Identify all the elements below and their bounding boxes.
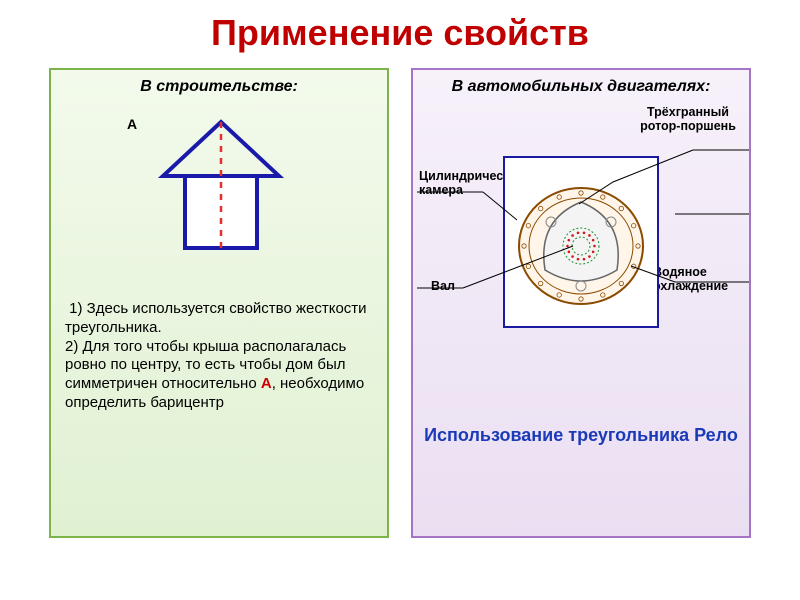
engine-box xyxy=(503,156,659,328)
callout-rotor: Трёхгранный ротор-поршень xyxy=(633,106,743,134)
panel-header-right: В автомобильных двигателях: xyxy=(413,70,749,100)
right-caption: Использование треугольника Рело xyxy=(413,425,749,446)
engine-svg xyxy=(505,158,657,326)
panel-header-left: В строительстве: xyxy=(51,70,387,100)
panel-construction: В строительстве: A 1) Здесь используется… xyxy=(49,68,389,538)
panels-row: В строительстве: A 1) Здесь используется… xyxy=(0,68,800,538)
left-description: 1) Здесь используется свойство жесткости… xyxy=(65,300,373,413)
callout-cooling: Водяное охлаждение xyxy=(653,266,743,294)
callout-chamber: Цилиндрическая камера xyxy=(419,170,509,198)
panel-engine: В автомобильных двигателях: Трёхгранный … xyxy=(411,68,751,538)
page-title: Применение свойств xyxy=(0,0,800,54)
house-svg xyxy=(151,118,291,258)
house-diagram: A xyxy=(151,118,291,258)
apex-label: A xyxy=(127,116,137,132)
callout-shaft: Вал xyxy=(431,280,491,294)
